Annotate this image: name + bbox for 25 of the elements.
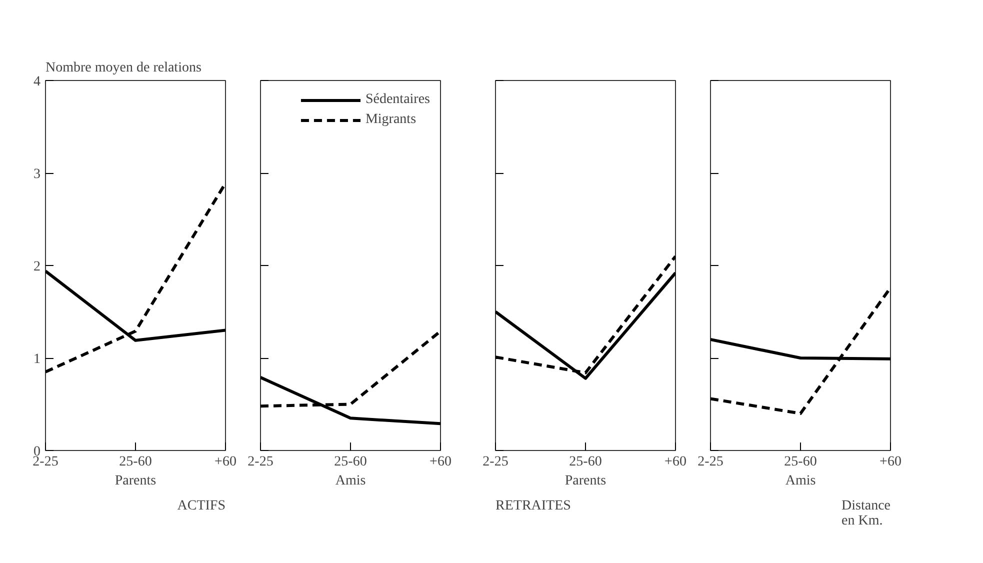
x-tick-label: +60 [880, 454, 902, 470]
y-tick-label: 4 [34, 74, 40, 90]
x-tick-label: 25-60 [119, 454, 152, 470]
y-tick-label: 1 [34, 352, 40, 367]
x-axis-title: Amis [335, 474, 366, 488]
x-axis-title: Amis [785, 474, 816, 488]
x-tick-label: +60 [214, 454, 236, 470]
x-tick-label: 25-60 [784, 454, 817, 470]
y-tick-label: 2 [34, 260, 40, 274]
y-tick-label: 3 [34, 167, 40, 182]
x-tick-label: 2-25 [248, 454, 274, 470]
y-axis-title: Nombre moyen de relations [46, 60, 202, 76]
text: ACTIFS [177, 498, 226, 514]
legend-label: Sédentaires [365, 92, 430, 108]
x-axis-title: Parents [564, 474, 606, 488]
x-tick-label: 2-25 [698, 454, 724, 470]
legend-label: Migrants [365, 112, 416, 128]
x-tick-label: +60 [430, 454, 452, 470]
x-tick-label: 25-60 [334, 454, 367, 470]
x-tick-label: +60 [664, 454, 686, 470]
x-tick-label: 2-25 [482, 454, 508, 470]
text: Distance en Km. [842, 498, 891, 528]
x-tick-label: 25-60 [569, 454, 602, 470]
text: RETRAITES [496, 498, 571, 514]
x-axis-title: Parents [114, 474, 156, 488]
